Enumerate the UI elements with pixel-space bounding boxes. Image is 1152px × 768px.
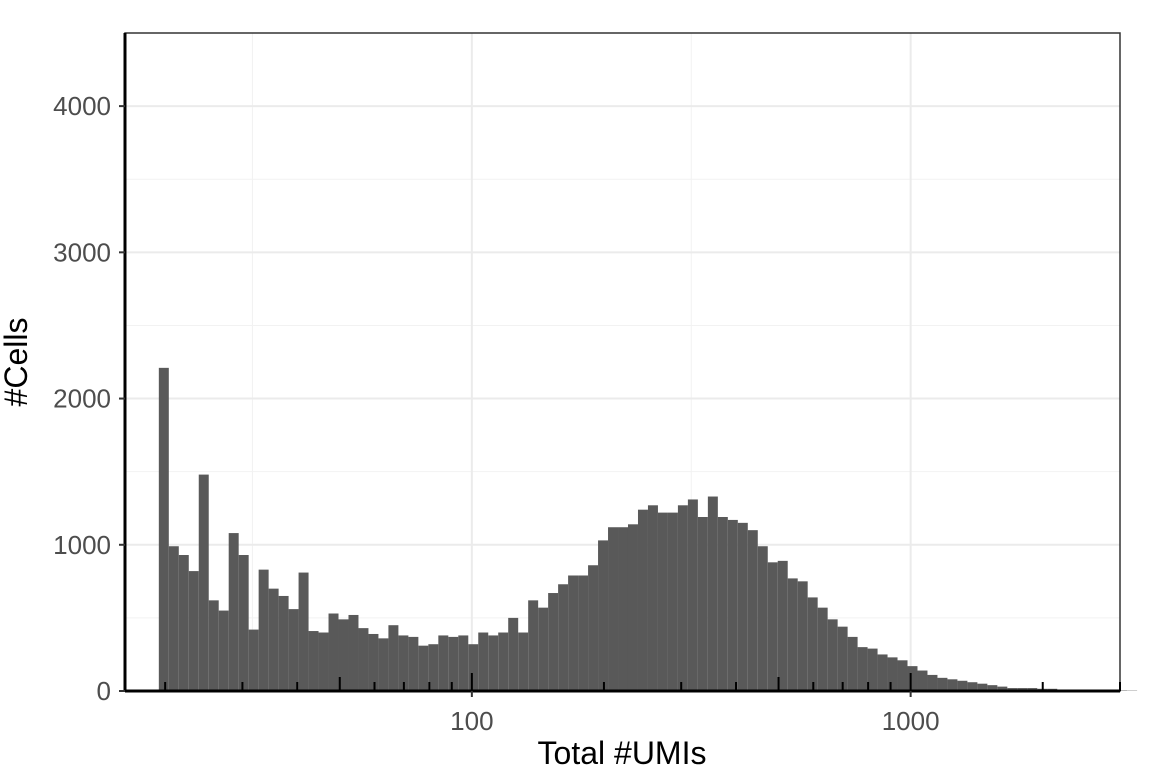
histogram-bar (338, 619, 349, 691)
x-axis-title: Total #UMIs (538, 735, 707, 768)
histogram-bar (747, 530, 758, 691)
histogram-bar (408, 636, 419, 691)
histogram-bar (707, 496, 718, 691)
histogram-bar (458, 635, 469, 691)
histogram-bar (787, 578, 798, 691)
y-tick-label: 3000 (53, 237, 111, 267)
histogram-bar (697, 516, 708, 691)
histogram-bar (817, 607, 828, 691)
histogram-bar (837, 626, 848, 691)
histogram-bars (158, 367, 1138, 691)
histogram-bar (438, 635, 449, 691)
histogram-bar (957, 680, 968, 691)
histogram-bar (268, 588, 279, 691)
histogram-bar (368, 633, 379, 691)
x-tick-label: 100 (450, 706, 493, 736)
x-tick-label: 1000 (882, 706, 940, 736)
histogram-bar (927, 674, 938, 691)
y-axis-title: #Cells (0, 318, 34, 407)
histogram-bar (947, 679, 958, 691)
histogram-bar (298, 572, 309, 691)
histogram-bar (618, 527, 628, 691)
histogram-bar (278, 595, 289, 691)
histogram-bar (198, 474, 209, 691)
y-tick-label: 4000 (53, 91, 111, 121)
histogram-bar (917, 670, 928, 691)
histogram-bar (667, 512, 678, 691)
histogram-bar (218, 610, 229, 691)
y-tick-label: 0 (97, 676, 111, 706)
histogram-bar (418, 645, 429, 691)
histogram-bar (548, 593, 559, 691)
y-tick-label: 1000 (53, 530, 111, 560)
histogram-bar (528, 600, 539, 691)
y-tick-label: 2000 (53, 384, 111, 414)
histogram-bar (188, 571, 199, 691)
histogram-bar (627, 524, 638, 691)
histogram-bar (328, 613, 339, 691)
histogram-bar (608, 527, 619, 691)
histogram-bar (358, 628, 369, 691)
histogram-bar (158, 367, 169, 691)
histogram-bar (637, 509, 648, 691)
histogram-bar (807, 597, 818, 691)
histogram-bar (977, 683, 988, 691)
histogram-bar (348, 614, 359, 691)
histogram-bar (897, 660, 908, 691)
histogram-bar (288, 609, 299, 691)
histogram-bar (757, 546, 768, 691)
histogram-bar (578, 575, 589, 691)
histogram-bar (428, 644, 439, 691)
x-axis-ticks: 100 1000 (164, 673, 1121, 736)
histogram-bar (248, 629, 259, 691)
histogram-bar (448, 636, 459, 691)
histogram-bar (178, 555, 189, 691)
histogram-bar (647, 505, 658, 691)
histogram-bar (767, 562, 778, 691)
histogram-bar (657, 512, 668, 691)
histogram-bar (937, 677, 948, 691)
histogram-bar (498, 632, 509, 691)
histogram-bar (727, 519, 738, 691)
histogram-bar (228, 533, 239, 691)
y-axis-ticks: 0 1000 2000 3000 4000 (53, 91, 125, 706)
histogram-bar (258, 569, 269, 691)
histogram-bar (777, 560, 788, 691)
histogram-bar (388, 625, 399, 691)
histogram-bar (508, 617, 519, 691)
histogram-bar (717, 516, 728, 691)
histogram-bar (538, 607, 549, 691)
histogram-bar (857, 647, 868, 691)
histogram-bar (488, 635, 499, 691)
histogram-bar (238, 555, 249, 691)
histogram-bar (308, 631, 319, 691)
histogram-bar (887, 657, 898, 691)
histogram-bar (987, 685, 998, 691)
histogram-bar (558, 584, 569, 691)
histogram-bar (827, 619, 838, 691)
histogram-bar (598, 540, 609, 691)
histogram-bar (478, 632, 489, 691)
histogram-bar (867, 648, 878, 691)
histogram-bar (568, 575, 579, 691)
histogram-bar (468, 644, 479, 691)
histogram-bar (168, 546, 179, 691)
histogram-bar (318, 632, 329, 691)
histogram-bar (967, 682, 978, 691)
histogram-bar (907, 666, 918, 691)
histogram-bar (877, 654, 888, 691)
histogram-bar (687, 499, 698, 691)
histogram-bar (378, 638, 389, 691)
histogram-bar (997, 686, 1008, 691)
histogram-bar (518, 632, 529, 691)
histogram-bar (847, 636, 858, 691)
histogram-bar (208, 600, 219, 691)
histogram-bar (588, 565, 599, 691)
histogram-bar (398, 635, 409, 691)
histogram-bar (737, 522, 748, 691)
histogram-bar (677, 505, 688, 691)
histogram-bar (797, 581, 808, 691)
